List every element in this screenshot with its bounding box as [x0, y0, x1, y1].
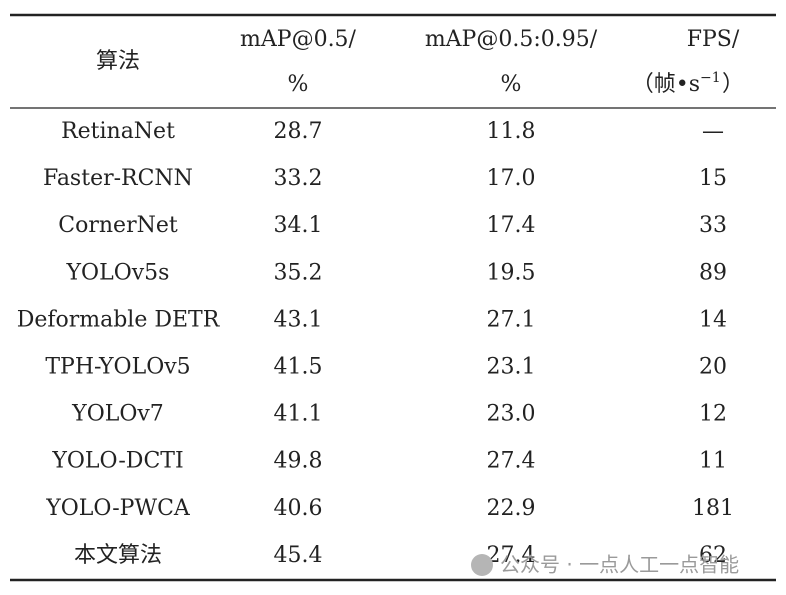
table-cell: 49.8: [274, 449, 323, 474]
table-cell: 23.1: [487, 355, 536, 380]
table-cell: 11.8: [487, 119, 536, 144]
table-cell: YOLOv5s: [66, 260, 170, 285]
table-cell: 40.6: [274, 496, 323, 521]
table-cell: 62: [699, 543, 727, 568]
table-cell: 17.0: [487, 166, 536, 191]
header-cell: 算法: [96, 49, 140, 74]
header-superscript: −1: [700, 70, 721, 86]
table-cell: 45.4: [274, 543, 323, 568]
watermark: 公众号 · 一点人工一点智能: [500, 553, 739, 577]
table-cell: 27.4: [487, 449, 536, 474]
table-cell: 41.5: [274, 355, 323, 380]
table-cell: 35.2: [274, 260, 323, 285]
header-unit: %: [288, 72, 309, 97]
table-cell: 14: [699, 307, 727, 332]
table-cell: 28.7: [274, 119, 323, 144]
table-cell: 27.4: [487, 543, 536, 568]
table-cell: 34.1: [274, 213, 323, 238]
table-cell: 11: [699, 449, 727, 474]
table-cell: 15: [699, 166, 727, 191]
header-unit: ）: [722, 72, 744, 97]
table-cell: YOLO-PWCA: [45, 496, 191, 521]
table-cell: CornerNet: [58, 213, 178, 238]
watermark-icon: [471, 554, 493, 576]
table-cell: 12: [699, 402, 727, 427]
table-cell: YOLO-DCTI: [51, 449, 183, 474]
header-cell: FPS/: [687, 27, 740, 52]
table-cell: 33: [699, 213, 727, 238]
header-cell: mAP@0.5/: [240, 27, 357, 52]
header-unit: （帧•s: [632, 72, 700, 97]
table-cell: Faster-RCNN: [43, 166, 193, 191]
header-unit: %: [501, 72, 522, 97]
table-cell: 17.4: [487, 213, 536, 238]
table-cell: 23.0: [487, 402, 536, 427]
table-cell: YOLOv7: [71, 402, 164, 427]
table-cell: 本文算法: [74, 543, 162, 568]
table-cell: 19.5: [487, 260, 536, 285]
header-cell: mAP@0.5:0.95/: [425, 27, 598, 52]
table-cell: 33.2: [274, 166, 323, 191]
table-cell: 43.1: [274, 307, 323, 332]
table-cell: —: [702, 119, 724, 144]
table-cell: 89: [699, 260, 727, 285]
table-cell: 41.1: [274, 402, 323, 427]
table-cell: RetinaNet: [61, 119, 175, 144]
table-cell: Deformable DETR: [17, 307, 221, 332]
table-cell: 20: [699, 355, 727, 380]
table-cell: 22.9: [487, 496, 536, 521]
table-cell: TPH-YOLOv5: [45, 355, 190, 380]
table-cell: 181: [692, 496, 734, 521]
table-cell: 27.1: [487, 307, 536, 332]
